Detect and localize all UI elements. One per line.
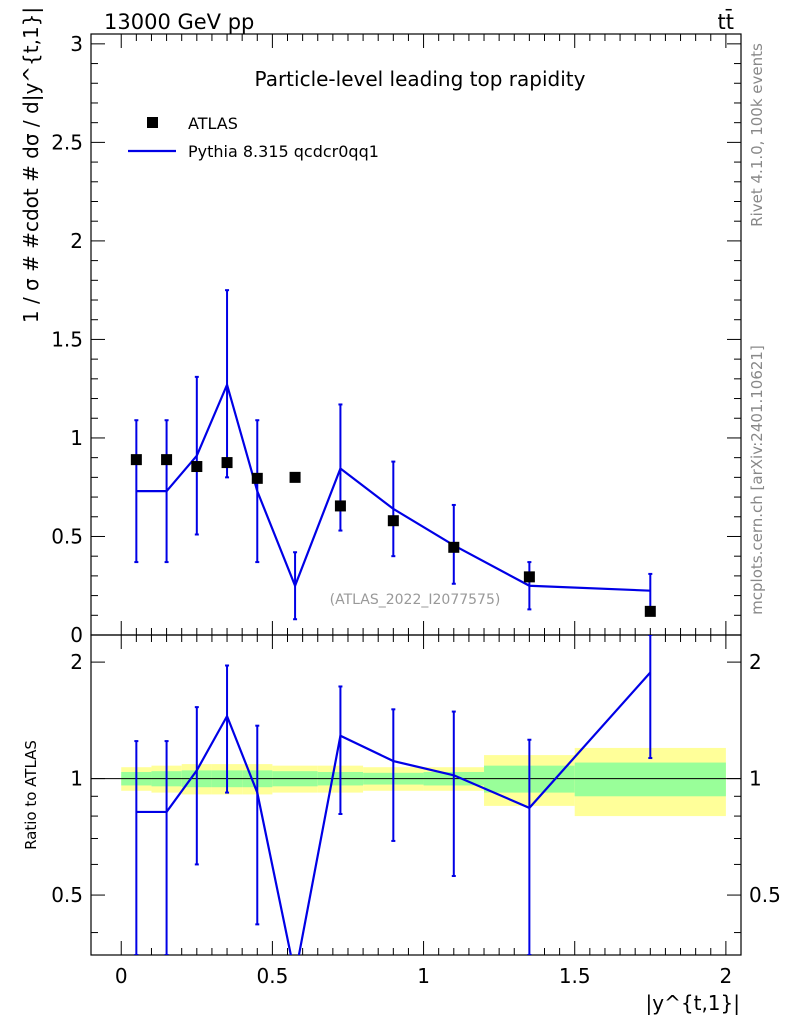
x-tick-label: 1 xyxy=(417,964,430,988)
y-tick-label: 2.5 xyxy=(51,130,83,154)
y-tick-label: 0.5 xyxy=(51,524,83,548)
x-tick-label: 2 xyxy=(720,964,733,988)
ratio-y-tick-label: 1 xyxy=(70,767,83,791)
x-tick-label: 0.5 xyxy=(256,964,288,988)
atlas-data-point xyxy=(644,605,656,617)
mcplots-label: mcplots.cern.ch [arXiv:2401.10621] xyxy=(748,345,766,615)
chart-title: Particle-level leading top rapidity xyxy=(255,67,586,91)
x-tick-label: 0 xyxy=(115,964,128,988)
atlas-data-point xyxy=(289,471,301,483)
ratio-y-tick-label-right: 0.5 xyxy=(749,883,781,907)
atlas-data-point xyxy=(334,500,346,512)
collision-label: 13000 GeV pp xyxy=(104,10,254,34)
x-tick-label: 1.5 xyxy=(559,964,591,988)
atlas-data-point xyxy=(448,541,460,553)
atlas-data-point xyxy=(191,461,203,473)
ratio-frame xyxy=(90,634,742,956)
ratio-y-tick-label: 2 xyxy=(70,650,83,674)
uncertainty-band-inner xyxy=(574,762,726,797)
legend-marker-atlas xyxy=(147,117,158,128)
y-tick-label: 2 xyxy=(70,229,83,253)
y-tick-label: 1 xyxy=(70,426,83,450)
main-panel: 0 0.5 1 1.5 2 2.5 3 xyxy=(51,32,742,647)
y-tick-label: 1.5 xyxy=(51,327,83,351)
analysis-watermark: (ATLAS_2022_I2077575) xyxy=(330,592,501,608)
rivet-label: Rivet 4.1.0, 100k events xyxy=(748,43,766,227)
y-tick-label: 0 xyxy=(70,623,83,647)
atlas-data-point xyxy=(130,454,142,466)
ratio-line xyxy=(136,671,652,955)
ratio-y-tick-label-right: 1 xyxy=(749,767,762,791)
ratio-ylabel: Ratio to ATLAS xyxy=(22,740,40,850)
ratio-y-tick-label-right: 2 xyxy=(749,650,762,674)
atlas-data-point xyxy=(161,454,173,466)
x-axis-label: |y^{t,1}| xyxy=(646,991,740,1015)
pythia-line xyxy=(136,381,651,592)
legend-label-pythia: Pythia 8.315 qcdcr0qq1 xyxy=(188,142,379,161)
y-tick-label: 3 xyxy=(70,32,83,56)
atlas-data-point xyxy=(523,571,535,583)
ratio-series-group xyxy=(134,635,653,955)
atlas-data-point xyxy=(251,472,263,484)
process-label: tt̄ xyxy=(718,9,734,34)
legend-label-atlas: ATLAS xyxy=(188,114,238,133)
main-ylabel: 1 / σ # #cdot # dσ / d|y^{t,1}| xyxy=(19,7,43,323)
atlas-data-point xyxy=(221,457,233,469)
ratio-y-tick-label: 0.5 xyxy=(51,883,83,907)
atlas-data-point xyxy=(387,515,399,527)
ratio-panel: 0 0.5 1 1.5 2 0.5 0.5 1 1 2 2 xyxy=(51,634,781,988)
